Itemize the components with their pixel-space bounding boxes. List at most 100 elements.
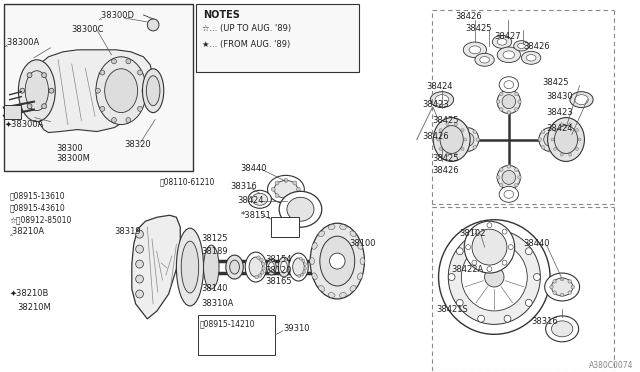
Circle shape bbox=[466, 245, 470, 250]
Circle shape bbox=[569, 123, 572, 126]
Ellipse shape bbox=[266, 259, 276, 275]
Text: 38440: 38440 bbox=[524, 239, 550, 248]
Ellipse shape bbox=[497, 90, 520, 113]
Ellipse shape bbox=[497, 47, 520, 62]
Circle shape bbox=[487, 223, 492, 228]
Circle shape bbox=[500, 183, 503, 187]
Text: ☆Ⓠ08912-85010: ☆Ⓠ08912-85010 bbox=[10, 215, 72, 224]
Circle shape bbox=[553, 291, 556, 294]
Circle shape bbox=[147, 19, 159, 31]
Circle shape bbox=[575, 147, 579, 150]
Circle shape bbox=[446, 123, 449, 126]
Polygon shape bbox=[132, 215, 180, 319]
Text: 38316: 38316 bbox=[531, 317, 558, 326]
Circle shape bbox=[439, 129, 442, 132]
Ellipse shape bbox=[497, 166, 520, 189]
Circle shape bbox=[255, 275, 259, 279]
Circle shape bbox=[569, 153, 572, 156]
Circle shape bbox=[515, 108, 518, 111]
Circle shape bbox=[504, 315, 511, 322]
Ellipse shape bbox=[461, 243, 527, 311]
Ellipse shape bbox=[552, 321, 573, 337]
Ellipse shape bbox=[19, 60, 55, 122]
Circle shape bbox=[507, 111, 511, 115]
Circle shape bbox=[554, 129, 557, 132]
Ellipse shape bbox=[514, 41, 529, 51]
Ellipse shape bbox=[552, 278, 573, 296]
Circle shape bbox=[454, 123, 458, 126]
Ellipse shape bbox=[230, 260, 239, 274]
Ellipse shape bbox=[279, 191, 322, 227]
Text: 38430: 38430 bbox=[547, 92, 573, 101]
Circle shape bbox=[301, 273, 303, 276]
Ellipse shape bbox=[143, 69, 164, 113]
Circle shape bbox=[507, 186, 511, 190]
Ellipse shape bbox=[475, 53, 494, 66]
Ellipse shape bbox=[280, 261, 287, 273]
Ellipse shape bbox=[275, 180, 298, 198]
Circle shape bbox=[508, 245, 513, 250]
Circle shape bbox=[500, 108, 503, 111]
Ellipse shape bbox=[502, 170, 516, 185]
Ellipse shape bbox=[546, 316, 579, 342]
Circle shape bbox=[142, 88, 147, 93]
Circle shape bbox=[548, 127, 552, 130]
Ellipse shape bbox=[440, 126, 463, 154]
Text: ‸38300A: ‸38300A bbox=[5, 38, 40, 47]
Circle shape bbox=[27, 73, 32, 78]
Circle shape bbox=[504, 232, 511, 239]
Text: 38426: 38426 bbox=[422, 132, 449, 141]
Circle shape bbox=[446, 153, 449, 156]
Circle shape bbox=[262, 266, 266, 270]
Ellipse shape bbox=[248, 190, 271, 208]
Circle shape bbox=[293, 194, 297, 198]
Ellipse shape bbox=[456, 128, 479, 151]
Ellipse shape bbox=[226, 255, 243, 279]
Circle shape bbox=[487, 267, 492, 272]
Ellipse shape bbox=[502, 94, 516, 109]
Text: Ⓓ08110-61210: Ⓓ08110-61210 bbox=[160, 177, 215, 186]
Circle shape bbox=[100, 106, 105, 111]
Circle shape bbox=[303, 263, 307, 266]
Ellipse shape bbox=[526, 55, 536, 61]
Text: 38189: 38189 bbox=[202, 247, 228, 256]
Circle shape bbox=[42, 73, 47, 78]
Ellipse shape bbox=[433, 118, 470, 161]
Circle shape bbox=[257, 256, 260, 260]
Ellipse shape bbox=[147, 76, 160, 106]
Text: 38100: 38100 bbox=[349, 239, 376, 248]
Circle shape bbox=[300, 257, 302, 260]
Ellipse shape bbox=[554, 126, 578, 154]
Text: 38423: 38423 bbox=[422, 100, 449, 109]
Ellipse shape bbox=[289, 253, 308, 281]
Circle shape bbox=[561, 293, 564, 297]
Ellipse shape bbox=[204, 245, 219, 289]
Ellipse shape bbox=[310, 257, 314, 264]
Text: 38421S: 38421S bbox=[436, 305, 468, 314]
Circle shape bbox=[136, 245, 143, 253]
Ellipse shape bbox=[480, 57, 490, 63]
Circle shape bbox=[473, 130, 476, 134]
Circle shape bbox=[476, 138, 479, 141]
Ellipse shape bbox=[448, 230, 540, 324]
Circle shape bbox=[553, 280, 556, 283]
Text: 38210M: 38210M bbox=[17, 303, 51, 312]
Circle shape bbox=[126, 59, 131, 64]
Text: 38422A: 38422A bbox=[452, 265, 484, 274]
Text: 38425: 38425 bbox=[543, 78, 569, 87]
Text: 38425: 38425 bbox=[432, 154, 459, 163]
Circle shape bbox=[458, 145, 461, 149]
Circle shape bbox=[448, 273, 455, 280]
Ellipse shape bbox=[328, 225, 335, 230]
Ellipse shape bbox=[548, 118, 584, 161]
Circle shape bbox=[100, 70, 105, 75]
Circle shape bbox=[518, 100, 521, 103]
Ellipse shape bbox=[245, 252, 266, 282]
Circle shape bbox=[136, 260, 143, 268]
Circle shape bbox=[20, 88, 25, 93]
Circle shape bbox=[484, 267, 504, 287]
Ellipse shape bbox=[287, 197, 314, 221]
Text: 38423: 38423 bbox=[547, 108, 573, 117]
Circle shape bbox=[507, 89, 511, 93]
Text: NOTES: NOTES bbox=[204, 10, 241, 20]
